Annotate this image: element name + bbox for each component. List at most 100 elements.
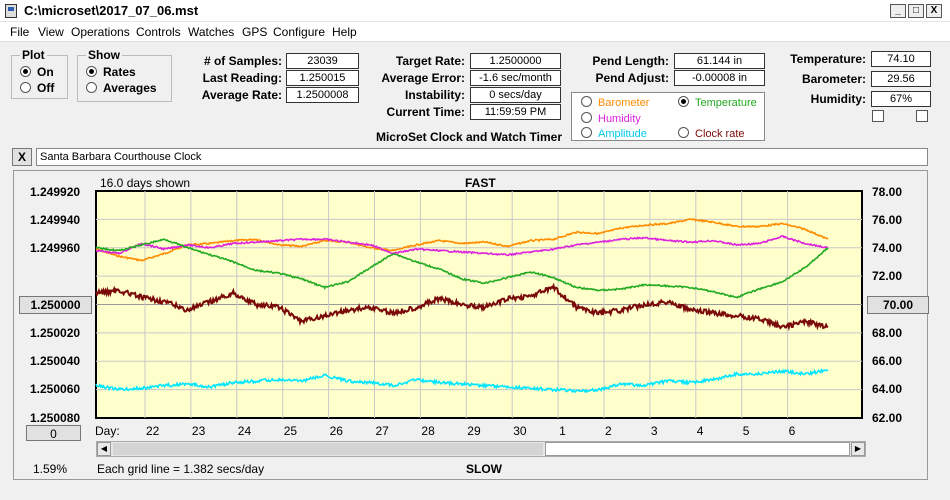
temperature-value: 74.10 — [871, 51, 931, 67]
left-tick: 1.250040 — [30, 354, 81, 368]
last-reading-value: 1.250015 — [286, 70, 359, 86]
menu-gps[interactable]: GPS — [242, 25, 268, 39]
menu-bar: File View Operations Controls Watches GP… — [0, 22, 950, 42]
right-tick: 66.00 — [872, 354, 903, 368]
series-barometer-radio[interactable]: Barometer — [581, 96, 649, 109]
menu-controls[interactable]: Controls — [136, 25, 181, 39]
radio-empty-icon — [678, 127, 689, 138]
current-time-value: 11:59:59 PM — [470, 104, 561, 120]
scroll-right-arrow-icon[interactable]: ▶ — [851, 442, 865, 456]
days-shown-label: 16.0 days shown — [100, 176, 191, 190]
radio-empty-icon — [581, 127, 592, 138]
right-tick: 76.00 — [872, 213, 903, 227]
radio-empty-icon — [581, 112, 592, 123]
right-tick: 74.00 — [872, 241, 903, 255]
series-line-clock-rate — [95, 282, 829, 332]
env-checkbox-1[interactable] — [872, 110, 884, 122]
close-button[interactable]: X — [926, 4, 942, 18]
time-scrollbar[interactable]: ◀ ▶ — [96, 441, 866, 457]
day-label: 1 — [559, 424, 566, 438]
scroll-thumb[interactable] — [545, 442, 850, 456]
show-rates-radio[interactable]: Rates — [86, 65, 136, 79]
pend-length-label: Pend Length: — [592, 54, 669, 68]
series-line-barometer — [95, 218, 829, 262]
plot-off-radio[interactable]: Off — [20, 81, 54, 95]
minimize-button[interactable]: _ — [890, 4, 906, 18]
plot-group-title: Plot — [20, 48, 47, 62]
show-group-title: Show — [86, 48, 122, 62]
day-label: 4 — [696, 424, 704, 438]
left-tick: 1.250020 — [30, 326, 81, 340]
current-time-label: Current Time: — [386, 105, 465, 119]
samples-value: 23039 — [286, 53, 359, 69]
series-line-temperature — [95, 238, 829, 299]
barometer-label: Barometer: — [801, 72, 866, 86]
pend-adjust-label: Pend Adjust: — [595, 71, 669, 85]
radio-selected-icon — [20, 66, 31, 77]
scroll-left-arrow-icon[interactable]: ◀ — [97, 442, 111, 456]
day-label: 28 — [421, 424, 435, 438]
grid-note: Each grid line = 1.382 secs/day — [97, 462, 265, 476]
center-rate-button[interactable]: 1.250000 — [19, 296, 92, 314]
menu-help[interactable]: Help — [332, 25, 357, 39]
env-checkbox-2[interactable] — [916, 110, 928, 122]
show-group: Show Rates Averages — [77, 48, 172, 102]
instability-value: 0 secs/day — [470, 87, 561, 103]
show-averages-radio[interactable]: Averages — [86, 81, 157, 95]
pend-adjust-value: -0.00008 in — [674, 70, 765, 86]
instability-label: Instability: — [404, 88, 465, 102]
right-tick: 68.00 — [872, 326, 903, 340]
radio-empty-icon — [86, 82, 97, 93]
left-tick: 1.250080 — [30, 411, 81, 425]
left-tick: 1.250060 — [30, 382, 81, 396]
target-rate-label: Target Rate: — [395, 54, 465, 68]
plot-group: Plot On Off — [11, 48, 68, 99]
left-bottom-button[interactable]: 0 — [26, 425, 81, 441]
pend-length-value: 61.144 in — [674, 53, 765, 69]
left-tick: 1.249920 — [30, 185, 81, 199]
menu-configure[interactable]: Configure — [273, 25, 326, 39]
window-title: C:\microset\2017_07_06.mst — [24, 3, 199, 18]
average-error-label: Average Error: — [381, 71, 465, 85]
menu-file[interactable]: File — [10, 25, 30, 39]
humidity-value: 67% — [871, 91, 931, 107]
target-rate-value: 1.2500000 — [470, 53, 561, 69]
menu-operations[interactable]: Operations — [71, 25, 130, 39]
radio-selected-icon — [86, 66, 97, 77]
left-tick: 1.249960 — [30, 241, 81, 255]
clock-name-input[interactable]: Santa Barbara Courthouse Clock — [36, 148, 928, 166]
day-label: 5 — [742, 424, 750, 438]
series-clockrate-radio[interactable]: Clock rate — [678, 127, 745, 140]
series-selector: Barometer Temperature Humidity Amplitude… — [571, 92, 765, 141]
last-reading-label: Last Reading: — [202, 71, 282, 85]
scroll-track[interactable] — [113, 443, 543, 455]
menu-watches[interactable]: Watches — [188, 25, 235, 39]
app-icon[interactable] — [5, 4, 17, 18]
fast-label: FAST — [465, 176, 496, 190]
series-temperature-radio[interactable]: Temperature — [678, 96, 757, 109]
title-bar: C:\microset\2017_07_06.mst _ □ X — [0, 0, 950, 22]
day-label: 24 — [237, 424, 252, 438]
day-label: 26 — [329, 424, 343, 438]
day-label: 27 — [375, 424, 389, 438]
plot-on-radio[interactable]: On — [20, 65, 54, 79]
series-humidity-radio[interactable]: Humidity — [581, 112, 641, 125]
plot-series — [95, 218, 829, 394]
day-label: 22 — [146, 424, 160, 438]
day-label: 6 — [788, 424, 796, 438]
left-tick: 1.249940 — [30, 213, 81, 227]
day-label: 2 — [605, 424, 612, 438]
right-center-button[interactable]: 70.00 — [867, 296, 929, 314]
radio-empty-icon — [20, 82, 31, 93]
percent-label: 1.59% — [33, 462, 68, 476]
day-axis-label: Day: — [95, 424, 120, 438]
menu-view[interactable]: View — [38, 25, 64, 39]
right-tick: 72.00 — [872, 269, 903, 283]
maximize-button[interactable]: □ — [908, 4, 924, 18]
series-line-humidity — [95, 234, 829, 257]
series-amplitude-radio[interactable]: Amplitude — [581, 127, 647, 140]
clear-name-button[interactable]: X — [12, 148, 32, 166]
humidity-label: Humidity: — [810, 92, 866, 106]
day-label: 23 — [191, 424, 206, 438]
